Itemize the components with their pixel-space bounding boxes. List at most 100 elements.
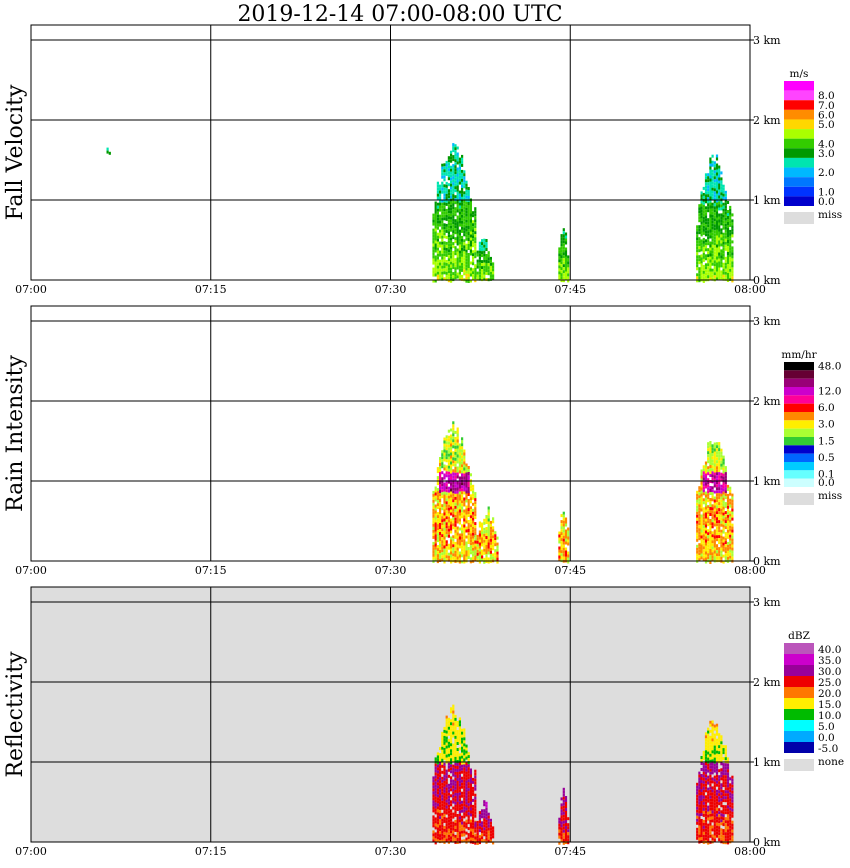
echo-cell (447, 162, 450, 166)
echo-cell (454, 777, 457, 781)
echo-cell (445, 489, 448, 493)
echo-cell (715, 277, 719, 281)
echo-cell (713, 161, 716, 165)
echo-cell (711, 154, 714, 158)
echo-cell (487, 506, 490, 510)
echo-cell (704, 500, 708, 504)
echo-cell (474, 811, 477, 815)
echo-cell (452, 487, 455, 491)
echo-cell (465, 478, 468, 482)
echo-cell (709, 747, 712, 751)
echo-cell (562, 550, 565, 554)
echo-cell (731, 538, 734, 542)
echo-cell (456, 802, 459, 805)
echo-cell (452, 770, 455, 774)
time-tick-label: 08:00 (734, 283, 766, 296)
echo-cell (731, 249, 734, 253)
echo-cell (713, 496, 716, 500)
echo-cell (709, 253, 712, 257)
echo-cell (713, 505, 716, 509)
echo-cell (458, 828, 461, 832)
echo-cell (700, 810, 703, 813)
echo-cell (709, 510, 712, 513)
echo-cell (718, 243, 721, 247)
echo-cell (450, 821, 453, 825)
echo-cell (722, 497, 725, 501)
echo-cell (726, 228, 730, 231)
echo-cell (718, 463, 721, 467)
echo-cell (560, 526, 563, 530)
echo-cell (489, 523, 492, 527)
echo-cell (472, 798, 475, 802)
echo-cell (441, 211, 444, 215)
echo-cell (702, 537, 705, 541)
echo-cell (469, 780, 472, 784)
echo-cell (443, 804, 446, 808)
echo-cell (452, 490, 455, 494)
echo-cell (467, 833, 470, 837)
echo-cell (434, 799, 437, 803)
echo-cell (718, 490, 721, 494)
echo-cell (713, 793, 716, 797)
echo-cell (458, 774, 461, 778)
echo-cell (450, 551, 453, 555)
echo-cell (715, 454, 719, 458)
echo-cell (445, 268, 448, 272)
echo-cell (718, 556, 721, 560)
echo-cell (704, 527, 708, 531)
echo-cell (450, 560, 453, 564)
echo-cell (560, 797, 563, 801)
echo-cell (443, 545, 446, 549)
echo-cell (458, 521, 461, 525)
echo-cell (439, 220, 442, 224)
echo-cell (713, 775, 716, 779)
echo-cell (463, 773, 466, 777)
echo-cell (443, 786, 446, 790)
colorbar-label: 48.0 (818, 360, 841, 372)
echo-cell (562, 243, 565, 247)
echo-cell (474, 543, 477, 547)
echo-cell (707, 173, 710, 177)
echo-cell (558, 555, 561, 559)
echo-cell (709, 513, 712, 516)
echo-cell (492, 841, 495, 845)
echo-cell (722, 838, 725, 842)
echo-cell (711, 504, 714, 508)
echo-cell (704, 209, 708, 213)
echo-cell (432, 252, 435, 256)
echo-cell (474, 821, 477, 825)
echo-cell (476, 274, 479, 278)
echo-cell (562, 556, 565, 560)
echo-cell (724, 778, 727, 782)
echo-cell (452, 505, 455, 509)
echo-cell (465, 550, 468, 554)
echo-cell (726, 769, 730, 773)
echo-cell (696, 249, 699, 253)
echo-cell (441, 791, 444, 795)
echo-cell (704, 518, 708, 522)
echo-cell (711, 735, 714, 739)
echo-cell (463, 755, 466, 759)
echo-cell (729, 552, 732, 556)
echo-cell (436, 527, 439, 531)
echo-cell (560, 514, 563, 518)
echo-cell (483, 247, 486, 251)
echo-cell (722, 811, 725, 815)
echo-cell (731, 787, 734, 791)
echo-cell (704, 476, 708, 480)
echo-cell (698, 801, 701, 805)
echo-cell (711, 795, 714, 799)
echo-cell (439, 199, 442, 203)
echo-cell (436, 554, 439, 558)
echo-cell (707, 742, 710, 746)
echo-cell (715, 762, 719, 766)
echo-cell (698, 210, 701, 214)
echo-cell (456, 475, 459, 479)
echo-cell (713, 182, 716, 186)
echo-cell (441, 232, 444, 236)
echo-cell (465, 475, 468, 479)
echo-cell (441, 181, 444, 185)
echo-cell (722, 829, 725, 833)
echo-cell (472, 550, 475, 554)
echo-cell (729, 837, 732, 841)
